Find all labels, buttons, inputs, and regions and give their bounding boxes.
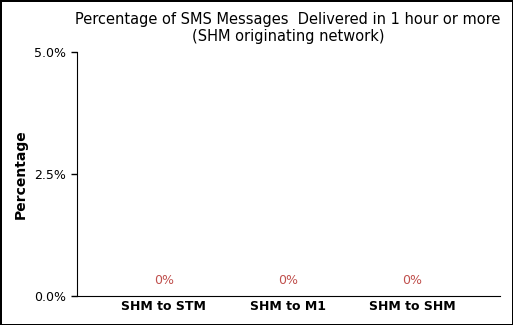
Text: 0%: 0% xyxy=(403,274,423,287)
Title: Percentage of SMS Messages  Delivered in 1 hour or more
(SHM originating network: Percentage of SMS Messages Delivered in … xyxy=(75,12,501,44)
Y-axis label: Percentage: Percentage xyxy=(13,129,28,219)
Text: 0%: 0% xyxy=(154,274,174,287)
Text: 0%: 0% xyxy=(278,274,298,287)
